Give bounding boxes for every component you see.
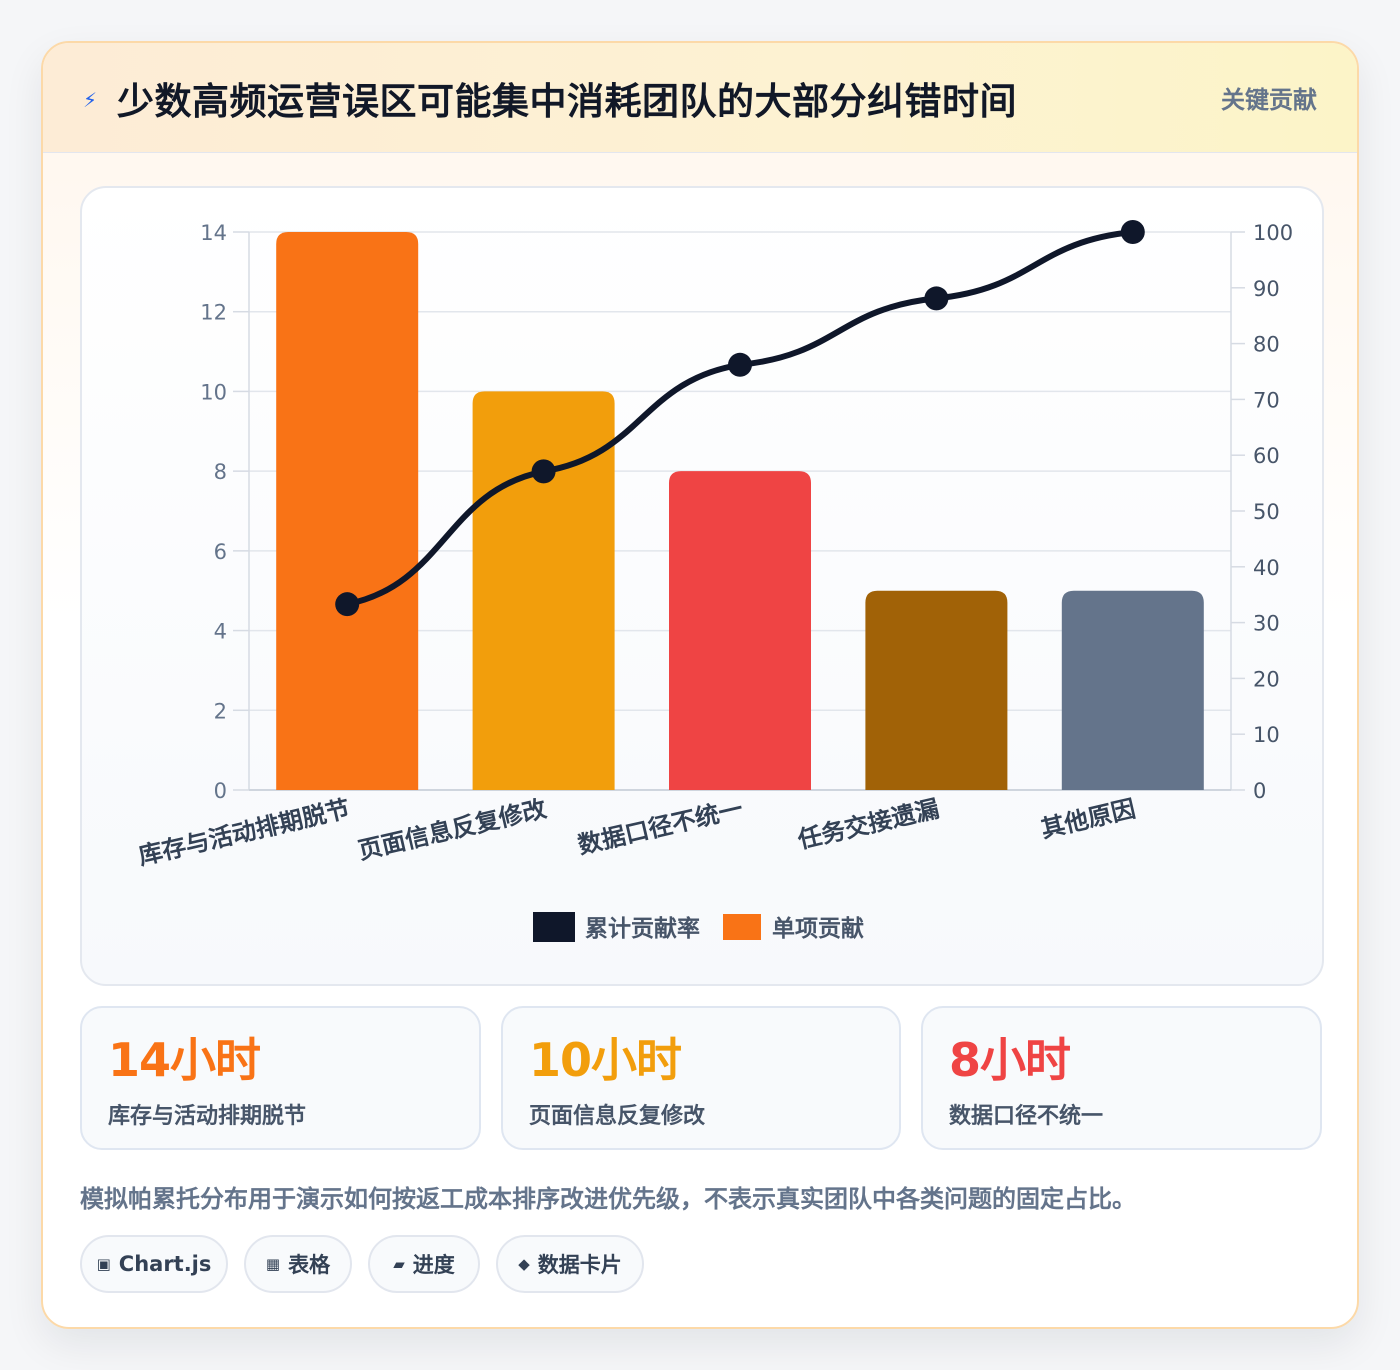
y-right-tick-label: 30	[1253, 612, 1280, 636]
tag-chartjs[interactable]: ▣ Chart.js	[80, 1235, 228, 1293]
line-point	[531, 459, 556, 484]
x-category-label: 任务交接遗漏	[794, 795, 942, 855]
stat-cards: 14小时 库存与活动排期脱节 10小时 页面信息反复修改 8小时 数据口径不统一	[80, 1006, 1324, 1150]
legend-swatch-single	[723, 914, 761, 940]
header-badge: 关键贡献	[1221, 86, 1317, 114]
tag-label: Chart.js	[118, 1252, 212, 1276]
y-left-tick-label: 0	[214, 779, 227, 803]
stat-card-2: 10小时 页面信息反复修改	[501, 1006, 901, 1150]
tag-table[interactable]: ▦ 表格	[244, 1235, 352, 1293]
stat-value: 8小时	[949, 1033, 1071, 1087]
bar	[669, 471, 811, 790]
tag-progress[interactable]: ▰ 进度	[368, 1235, 480, 1293]
stat-label: 数据口径不统一	[949, 1104, 1104, 1129]
table-icon: ▦	[265, 1255, 281, 1273]
stat-label: 页面信息反复修改	[529, 1104, 706, 1129]
y-right-tick-label: 70	[1253, 388, 1280, 412]
x-category-label: 页面信息反复修改	[356, 795, 549, 865]
pareto-chart: 0 2 4 6 8 10 12 14 0 10 20 30 40 50 60 70 80 90 100 库存与活动排期…	[136, 220, 1293, 942]
tag-label: 进度	[412, 1253, 455, 1277]
footnote: 模拟帕累托分布用于演示如何按返工成本排序改进优先级，不表示真实团队中各类问题的固…	[80, 1185, 1136, 1213]
bar	[1061, 590, 1204, 790]
line-point	[335, 592, 360, 617]
bar	[276, 232, 419, 790]
card-header: ⚡ 少数高频运营误区可能集中消耗团队的大部分纠错时间 关键贡献	[43, 43, 1357, 153]
bar	[865, 590, 1008, 790]
chart-card: ⚡ 少数高频运营误区可能集中消耗团队的大部分纠错时间 关键贡献 0 2 4 6 8 10 1…	[41, 41, 1359, 1329]
y-left-tick-label: 4	[214, 620, 227, 644]
bar	[472, 391, 615, 790]
legend-swatch-cumulative	[533, 912, 575, 942]
tag-label: 表格	[288, 1253, 331, 1277]
card-title: 少数高频运营误区可能集中消耗团队的大部分纠错时间	[117, 79, 1017, 123]
y-right-tick-label: 60	[1253, 444, 1280, 468]
line-point	[924, 286, 949, 311]
y-right-tick-label: 50	[1253, 500, 1280, 524]
progress-icon: ▰	[393, 1255, 405, 1273]
tag-data-card[interactable]: ◆ 数据卡片	[496, 1235, 644, 1293]
tag-label: 数据卡片	[537, 1253, 622, 1277]
chart-panel: 0 2 4 6 8 10 12 14 0 10 20 30 40 50 60 70 80 90 100 库存与活动排期…	[80, 186, 1324, 986]
y-right-tick-label: 100	[1253, 221, 1293, 245]
y-right-tick-label: 90	[1253, 277, 1280, 301]
stat-label: 库存与活动排期脱节	[108, 1104, 307, 1129]
y-right-tick-label: 40	[1253, 556, 1280, 580]
y-left-tick-label: 14	[200, 221, 227, 245]
stat-card-3: 8小时 数据口径不统一	[921, 1006, 1322, 1150]
y-right-tick-label: 0	[1253, 779, 1266, 803]
stat-value: 14小时	[108, 1033, 261, 1087]
y-right-tick-label: 20	[1253, 667, 1280, 691]
x-category-label: 库存与活动排期脱节	[136, 795, 353, 871]
lightning-bolt-icon: ⚡	[83, 87, 98, 112]
y-left-tick-label: 6	[214, 540, 227, 564]
y-right-tick-label: 10	[1253, 723, 1280, 747]
y-left-tick-label: 2	[214, 699, 227, 723]
legend-label: 累计贡献率	[585, 915, 700, 942]
x-category-label: 数据口径不统一	[575, 795, 745, 860]
y-left-tick-label: 10	[200, 380, 227, 404]
line-point	[1120, 220, 1145, 244]
stat-value: 10小时	[529, 1033, 682, 1087]
y-right-tick-label: 80	[1253, 333, 1280, 357]
line-point	[728, 352, 752, 377]
stat-card-1: 14小时 库存与活动排期脱节	[80, 1006, 481, 1150]
x-category-label: 其他原因	[1038, 795, 1138, 844]
diamond-icon: ◆	[518, 1255, 530, 1273]
y-left-tick-label: 8	[214, 460, 227, 484]
legend-label: 单项贡献	[772, 916, 864, 942]
y-left-tick-label: 12	[200, 301, 227, 325]
chart-icon: ▣	[96, 1255, 111, 1273]
